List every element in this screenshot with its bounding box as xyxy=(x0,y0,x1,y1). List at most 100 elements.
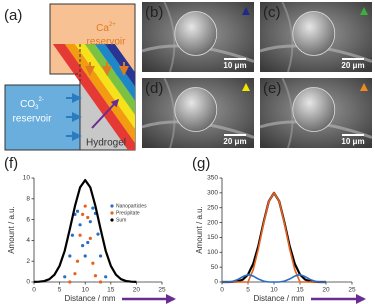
chart: (f) 0 2 4 6 8 10 0 5 10 15 20 25 Distance / mm Amount … xyxy=(4,155,176,304)
marker-triangle xyxy=(360,83,368,91)
y-tick-label: 150 xyxy=(207,234,218,241)
data-point xyxy=(75,209,80,213)
x-tick-label: 5 xyxy=(58,287,62,294)
sem-image: (b) 10 μm xyxy=(141,1,255,73)
data-point xyxy=(78,233,82,237)
x-tick-label: 0 xyxy=(32,287,36,294)
y-tick-label: 200 xyxy=(207,219,218,226)
x-tick-label: 15 xyxy=(296,287,304,294)
fiber xyxy=(163,1,176,73)
ion: Ca xyxy=(96,23,109,34)
data-point xyxy=(81,212,85,216)
sem-image: (e) 10 μm xyxy=(259,77,373,149)
sem-image: (c) 20 μm xyxy=(259,1,373,73)
legend-marker xyxy=(110,218,114,222)
legend-label: Sum xyxy=(116,217,126,223)
panel-label: (g) xyxy=(192,155,210,172)
data-point xyxy=(98,254,103,258)
y-tick-label: 6 xyxy=(26,216,30,223)
y-tick-label: 2 xyxy=(26,258,30,265)
particle xyxy=(174,11,218,56)
data-line xyxy=(222,191,326,284)
x-axis-label: Distance / mm xyxy=(64,294,115,303)
y-tick-label: 0 xyxy=(214,279,218,286)
chart: (g) 0 50 100 150 200 250 300 350 0 5 10 15 20 25 Distan… xyxy=(192,155,366,304)
y-tick-label: 0 xyxy=(26,279,30,286)
data-point xyxy=(68,254,72,258)
particle xyxy=(174,87,218,132)
data-point xyxy=(70,233,74,237)
sub: 3 xyxy=(35,105,39,111)
marker-triangle xyxy=(242,83,250,91)
y-axis-label: Amount / a.u. xyxy=(195,206,204,254)
panel-label: (a) xyxy=(4,7,22,24)
x-tick-label: 25 xyxy=(348,287,356,294)
scale-label: 10 μm xyxy=(223,61,246,70)
fiber xyxy=(163,77,176,149)
reservoir-label: reservoir xyxy=(13,114,53,125)
y-tick-label: 8 xyxy=(26,196,30,203)
y-axis-label: Amount / a.u. xyxy=(7,206,16,254)
particle xyxy=(292,87,336,132)
data-point xyxy=(86,215,90,220)
data-point xyxy=(98,280,103,284)
legend-label: Precipitate xyxy=(116,210,140,216)
reservoir-label: reservoir xyxy=(87,37,127,48)
scale-label: 20 μm xyxy=(341,61,364,70)
x-tick-label: 10 xyxy=(82,287,90,294)
data-line xyxy=(222,273,326,283)
sem-images: (b) 10 μm (c) 20 μm (d) 20 μm (e) 10 μm xyxy=(141,1,373,149)
marker-triangle xyxy=(360,7,368,15)
particle xyxy=(292,11,336,56)
data-point xyxy=(83,204,87,208)
legend-marker xyxy=(110,204,114,208)
y-tick-label: 50 xyxy=(211,264,219,271)
sem-image: (d) 20 μm xyxy=(141,77,255,149)
data-point xyxy=(75,259,80,263)
legend-marker xyxy=(110,211,114,215)
panel-label: (e) xyxy=(263,80,281,97)
data-point xyxy=(88,236,92,240)
data-point xyxy=(93,274,98,278)
data-point xyxy=(78,223,82,227)
co3-label: CO32- xyxy=(20,97,44,111)
diagram: (a) Ca2+ reservoir CO32- reservoir Hydro… xyxy=(4,3,136,151)
y-tick-label: 300 xyxy=(207,190,218,197)
panel-label: (f) xyxy=(4,155,18,172)
data-point xyxy=(91,206,95,210)
panel-label: (c) xyxy=(263,4,281,21)
x-tick-label: 20 xyxy=(133,287,141,294)
data-point xyxy=(83,254,87,258)
data-point xyxy=(68,280,72,284)
data-point xyxy=(104,275,108,279)
x-tick-label: 0 xyxy=(220,287,224,294)
legend-label: Nanoparticles xyxy=(116,203,147,209)
scale-label: 10 μm xyxy=(341,137,364,146)
x-tick-label: 10 xyxy=(270,287,278,294)
y-tick-label: 250 xyxy=(207,204,218,211)
data-point xyxy=(63,275,67,279)
data-point xyxy=(81,244,85,248)
hydrogel-label: Hydrogel xyxy=(86,138,126,149)
x-axis-label: Distance / mm xyxy=(253,294,304,303)
x-tick-label: 5 xyxy=(246,287,250,294)
x-tick-label: 20 xyxy=(322,287,330,294)
charge: 2+ xyxy=(109,22,116,28)
ca-label: Ca2+ xyxy=(96,22,116,34)
panel-label: (d) xyxy=(145,80,163,97)
data-point xyxy=(96,232,100,236)
x-tick-label: 25 xyxy=(158,287,166,294)
marker-triangle xyxy=(242,7,250,15)
y-tick-label: 100 xyxy=(207,249,218,256)
y-tick-label: 10 xyxy=(23,175,31,182)
scale-label: 20 μm xyxy=(223,137,246,146)
data-point xyxy=(88,220,92,224)
ion: CO xyxy=(20,99,35,110)
data-line xyxy=(222,192,326,283)
arrow xyxy=(91,98,120,129)
data-point xyxy=(73,272,77,276)
charge: 2- xyxy=(39,97,44,103)
fiber xyxy=(281,77,294,149)
fiber xyxy=(281,1,294,73)
